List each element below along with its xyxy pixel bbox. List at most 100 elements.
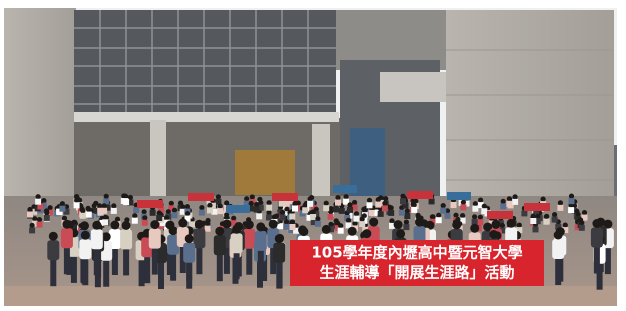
person-head xyxy=(62,220,71,229)
person-head xyxy=(80,208,85,213)
person-body xyxy=(290,224,296,230)
person-head xyxy=(517,223,522,228)
person-legs xyxy=(258,249,264,277)
sign xyxy=(226,205,250,213)
person-legs xyxy=(123,247,129,275)
person-legs xyxy=(605,246,611,274)
person-body xyxy=(543,219,549,225)
person-head xyxy=(569,194,574,199)
person-head xyxy=(315,216,320,221)
person-head xyxy=(245,220,254,229)
person-head xyxy=(348,227,357,236)
person-head xyxy=(142,215,147,220)
person-body xyxy=(367,202,373,208)
person-body xyxy=(338,228,344,234)
person-body xyxy=(533,226,539,232)
person-body xyxy=(59,206,65,212)
person-body xyxy=(310,214,316,220)
person-body xyxy=(445,213,451,219)
person-head xyxy=(308,196,313,201)
banner-line: 生涯輔導「開展生涯路」活動 xyxy=(319,264,514,282)
person-legs xyxy=(170,253,176,281)
person-head xyxy=(360,217,365,222)
person-body xyxy=(231,233,243,253)
person-head xyxy=(582,210,587,215)
person-legs xyxy=(186,261,192,289)
person-body xyxy=(411,207,417,213)
person-head xyxy=(299,227,308,236)
person-body xyxy=(347,207,353,213)
person-body xyxy=(243,229,255,249)
person-body xyxy=(323,205,329,211)
person-head xyxy=(216,194,221,199)
person-head xyxy=(164,215,169,220)
person-body xyxy=(29,227,35,233)
photo: 105學年度內壢高中暨元智大學 生涯輔導「開展生涯路」活動 xyxy=(0,0,626,311)
person-body xyxy=(120,229,132,249)
person-body xyxy=(284,224,290,230)
person-body xyxy=(256,213,262,219)
person-head xyxy=(460,213,465,218)
person-body xyxy=(354,216,360,222)
person-body xyxy=(302,207,308,213)
person-head xyxy=(195,220,204,229)
sign xyxy=(487,211,513,219)
person-head xyxy=(92,203,97,208)
person-legs xyxy=(234,251,240,279)
person-head xyxy=(280,210,285,215)
person-head xyxy=(205,221,210,226)
person-head xyxy=(389,205,394,210)
person-head xyxy=(169,226,178,235)
banner: 105學年度內壢高中暨元智大學 生涯輔導「開展生涯路」活動 xyxy=(290,240,544,286)
person-body xyxy=(557,205,563,211)
person-head xyxy=(335,195,340,200)
person-head xyxy=(110,221,119,230)
person-head xyxy=(218,204,223,209)
person-head xyxy=(215,227,224,236)
person-body xyxy=(214,235,226,255)
person-head xyxy=(500,223,505,228)
person-body xyxy=(472,206,478,212)
person-head xyxy=(441,203,446,208)
person-head xyxy=(554,231,563,240)
person-body xyxy=(530,218,536,224)
person-head xyxy=(461,200,466,205)
person-head xyxy=(452,220,461,229)
person-body xyxy=(552,217,558,223)
person-body xyxy=(378,211,384,217)
person-head xyxy=(491,220,500,229)
person-body xyxy=(400,198,406,204)
person-head xyxy=(322,225,331,234)
person-head xyxy=(267,200,272,205)
sign xyxy=(407,191,433,199)
person-body xyxy=(61,228,73,248)
person-head xyxy=(178,219,187,228)
person-body xyxy=(280,215,286,221)
person-body xyxy=(440,208,446,214)
person-head xyxy=(122,221,131,230)
sign xyxy=(272,193,298,201)
person-head xyxy=(102,203,107,208)
person-head xyxy=(311,209,316,214)
photo-frame: 105學年度內壢高中暨元智大學 生涯輔導「開展生涯路」活動 xyxy=(0,0,626,311)
person-body xyxy=(451,202,457,208)
person-body xyxy=(369,210,375,216)
person-head xyxy=(352,200,357,205)
person-body xyxy=(172,212,178,218)
person-legs xyxy=(276,261,282,289)
person-body xyxy=(79,239,91,259)
sign xyxy=(524,203,550,211)
person-body xyxy=(521,210,527,216)
sign xyxy=(188,193,214,201)
person-head xyxy=(489,230,498,239)
person-head xyxy=(37,217,42,222)
person-body xyxy=(44,215,50,221)
person-head xyxy=(507,219,516,228)
person-legs xyxy=(139,258,145,286)
person-body xyxy=(579,225,585,231)
person-head xyxy=(404,220,409,225)
person-head xyxy=(472,214,477,219)
person-head xyxy=(346,218,351,223)
person-body xyxy=(255,231,267,251)
person-head xyxy=(172,208,177,213)
